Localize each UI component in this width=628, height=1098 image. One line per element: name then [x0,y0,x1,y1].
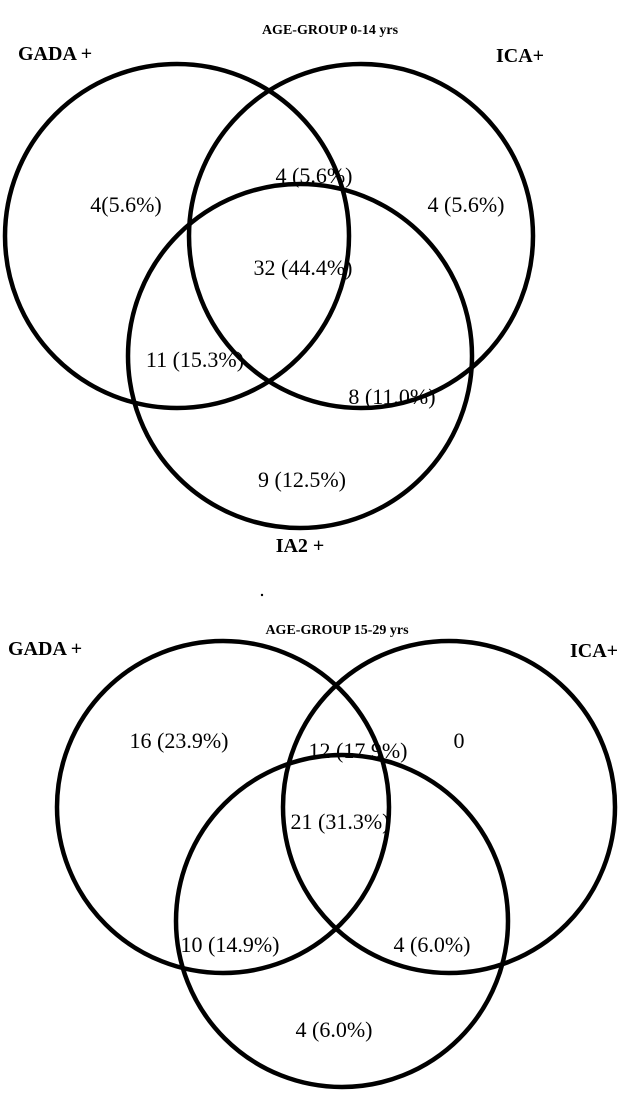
region-gada-ica: 12 (17.9%) [309,738,408,763]
region-ia2-only: 4 (6.0%) [296,1017,373,1042]
diagram-title: AGE-GROUP 15-29 yrs [265,623,409,638]
region-ica-only: 0 [454,728,465,753]
circle-gada [2,61,352,411]
circle-gada [54,638,392,976]
region-gada-ica: 4 (5.6%) [276,163,353,188]
region-gada-only: 4(5.6%) [90,192,161,217]
region-all-three: 21 (31.3%) [291,809,390,834]
venn-diagram-0-14: AGE-GROUP 0-14 yrs GADA + ICA+ 4(5.6%) 4… [2,23,544,557]
circle-ica [186,61,536,411]
set-label-ica: ICA+ [496,45,544,67]
region-gada-ia2: 11 (15.3%) [146,347,244,372]
region-gada-ia2: 10 (14.9%) [181,932,280,957]
set-label-gada: GADA + [18,43,92,65]
region-ia2-only: 9 (12.5%) [258,467,346,492]
set-label-ia2: IA2 + [276,535,325,557]
region-ica-ia2: 8 (11.0%) [348,384,435,409]
region-ica-ia2: 4 (6.0%) [394,932,471,957]
region-all-three: 32 (44.4%) [254,255,353,280]
stray-dot [260,593,264,597]
circle-ica [280,638,618,976]
circle-ia2 [173,752,511,1090]
region-gada-only: 16 (23.9%) [130,728,229,753]
circle-ia2 [125,181,475,531]
diagram-title: AGE-GROUP 0-14 yrs [262,23,399,38]
region-ica-only: 4 (5.6%) [428,192,505,217]
set-label-ica: ICA+ [570,640,618,662]
set-label-gada: GADA + [8,638,82,660]
venn-diagram-15-29: AGE-GROUP 15-29 yrs GADA + ICA+ 16 (23.9… [8,623,618,1090]
